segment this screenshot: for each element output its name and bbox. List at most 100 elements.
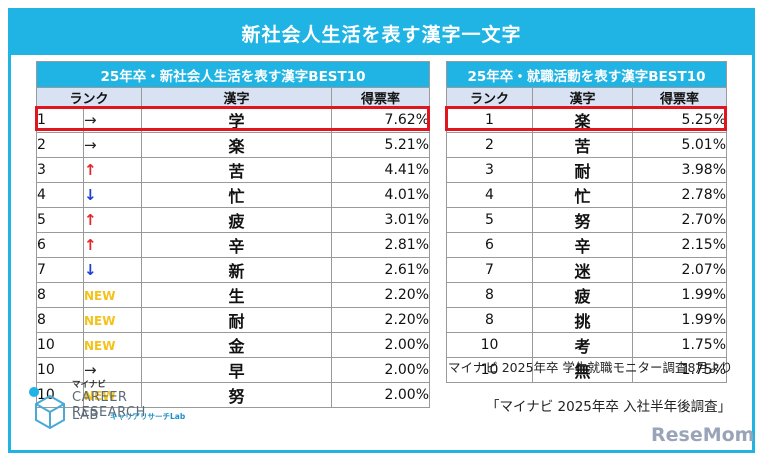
rank-change-cell: NEW (83, 307, 142, 333)
new-badge: NEW (84, 314, 116, 328)
kanji-cell: 忙 (141, 182, 332, 208)
left-top-rank-highlight (35, 106, 430, 131)
rank-cell: 3 (36, 157, 84, 183)
table-row: 10 NEW 努 2.00% (36, 382, 431, 408)
kanji-cell: 耐 (141, 307, 332, 333)
kanji-cell: 努 (532, 207, 633, 233)
table-row: 6 辛 2.15% (446, 232, 728, 258)
table-row: 6 ↑ 辛 2.81% (36, 232, 431, 258)
rate-cell: 2.00% (330, 332, 431, 358)
banner-title: 新社会人生活を表す漢字一文字 (11, 11, 752, 55)
logo-line1: CAREER RESEARCH (72, 390, 146, 420)
rate-cell: 1.75% (631, 357, 728, 383)
kanji-cell: 考 (532, 332, 633, 358)
table-row: 4 ↓ 忙 4.01% (36, 182, 431, 208)
rank-change-cell: → (83, 357, 142, 383)
up-arrow-icon: ↑ (84, 236, 97, 254)
down-arrow-icon: ↓ (84, 261, 97, 279)
table-row: 8 疲 1.99% (446, 282, 728, 308)
rate-cell: 1.99% (631, 282, 728, 308)
left-table-caption: 25年卒・新社会人生活を表す漢字BEST10 (35, 61, 431, 88)
kanji-cell: 苦 (141, 157, 332, 183)
left-header-kanji: 漢字 (141, 87, 332, 108)
rank-cell: 8 (36, 307, 84, 333)
rank-cell: 4 (36, 182, 84, 208)
rank-cell: 10 (36, 357, 84, 383)
right-table-body: 1 楽 5.25% 2 苦 5.01% 3 耐 3.98% 4 忙 2.78% 5 努 2.70% 6 辛 2.1… (446, 107, 728, 383)
rank-cell: 10 (446, 357, 533, 383)
down-arrow-icon: ↓ (84, 186, 97, 204)
table-row: 5 努 2.70% (446, 207, 728, 233)
rank-cell: 10 (36, 332, 84, 358)
left-header-rank: ランク (36, 87, 142, 108)
rank-cell: 6 (36, 232, 84, 258)
rate-cell: 2.70% (631, 207, 728, 233)
kanji-cell: 無 (532, 357, 633, 383)
kanji-cell: 努 (141, 382, 332, 408)
new-badge: NEW (84, 389, 116, 403)
table-row: 10 → 早 2.00% (36, 357, 431, 383)
rate-cell: 2.61% (330, 257, 431, 283)
rank-cell: 8 (446, 282, 533, 308)
rate-cell: 2.81% (330, 232, 431, 258)
rate-cell: 2.20% (330, 282, 431, 308)
rank-change-cell: NEW (83, 282, 142, 308)
kanji-cell: 辛 (532, 232, 633, 258)
table-row: 7 ↓ 新 2.61% (36, 257, 431, 283)
rank-change-cell: ↓ (83, 257, 142, 283)
left-header-rate: 得票率 (330, 87, 431, 108)
kanji-cell: 挑 (532, 307, 633, 333)
rank-cell: 6 (446, 232, 533, 258)
right-header-kanji: 漢字 (532, 87, 633, 108)
rate-cell: 2.78% (631, 182, 728, 208)
new-employee-kanji-table: 25年卒・新社会人生活を表す漢字BEST10 ランク 漢字 得票率 1 → 学 7.6… (35, 61, 431, 408)
right-arrow-icon: → (84, 361, 97, 379)
right-header-rank: ランク (446, 87, 533, 108)
table-row: 10 NEW 金 2.00% (36, 332, 431, 358)
rank-change-cell: ↑ (83, 207, 142, 233)
rate-cell: 4.41% (330, 157, 431, 183)
rank-cell: 5 (36, 207, 84, 233)
left-table-body: 1 → 学 7.62% 2 → 楽 5.21% 3 ↑ 苦 4.41% 4 ↓ 忙 4.01% 5 ↑ 疲 3.01%… (36, 107, 431, 408)
table-row: 8 挑 1.99% (446, 307, 728, 333)
kanji-cell: 新 (141, 257, 332, 283)
job-hunting-kanji-table: 25年卒・就職活動を表す漢字BEST10 ランク 漢字 得票率 1 楽 5.25% 2… (445, 61, 728, 383)
table-row: 8 NEW 生 2.20% (36, 282, 431, 308)
table-row: 2 → 楽 5.21% (36, 132, 431, 158)
rate-cell: 2.07% (631, 257, 728, 283)
rate-cell: 1.75% (631, 332, 728, 358)
rank-change-cell: NEW (83, 332, 142, 358)
rate-cell: 5.01% (631, 132, 728, 158)
kanji-cell: 楽 (141, 132, 332, 158)
rate-cell: 2.20% (330, 307, 431, 333)
right-arrow-icon: → (84, 111, 97, 129)
right-top-rank-highlight (445, 106, 727, 131)
kanji-cell: 疲 (141, 207, 332, 233)
rank-change-cell: NEW (83, 382, 142, 408)
rank-cell: 5 (446, 207, 533, 233)
table-row: 3 耐 3.98% (446, 157, 728, 183)
table-row: 5 ↑ 疲 3.01% (36, 207, 431, 233)
rank-cell: 8 (446, 307, 533, 333)
rate-cell: 1.99% (631, 307, 728, 333)
new-badge: NEW (84, 289, 116, 303)
table-row: 3 ↑ 苦 4.41% (36, 157, 431, 183)
right-header-rate: 得票率 (631, 87, 728, 108)
rank-cell: 2 (446, 132, 533, 158)
kanji-cell: 辛 (141, 232, 332, 258)
right-table-source-note: マイナビ 2025年卒 学生就職モニター調査8月より (448, 360, 733, 375)
logo-sub-text: キャリアリサーチLab (110, 412, 186, 421)
rank-change-cell: ↓ (83, 182, 142, 208)
table-row: 2 苦 5.01% (446, 132, 728, 158)
rate-cell: 5.21% (330, 132, 431, 158)
rate-cell: 2.00% (330, 357, 431, 383)
rank-cell: 7 (446, 257, 533, 283)
kanji-cell: 金 (141, 332, 332, 358)
rank-cell: 8 (36, 282, 84, 308)
rate-cell: 2.00% (330, 382, 431, 408)
rank-cell: 2 (36, 132, 84, 158)
rank-change-cell: ↑ (83, 232, 142, 258)
rate-cell: 3.01% (330, 207, 431, 233)
table-row: 7 迷 2.07% (446, 257, 728, 283)
kanji-cell: 忙 (532, 182, 633, 208)
